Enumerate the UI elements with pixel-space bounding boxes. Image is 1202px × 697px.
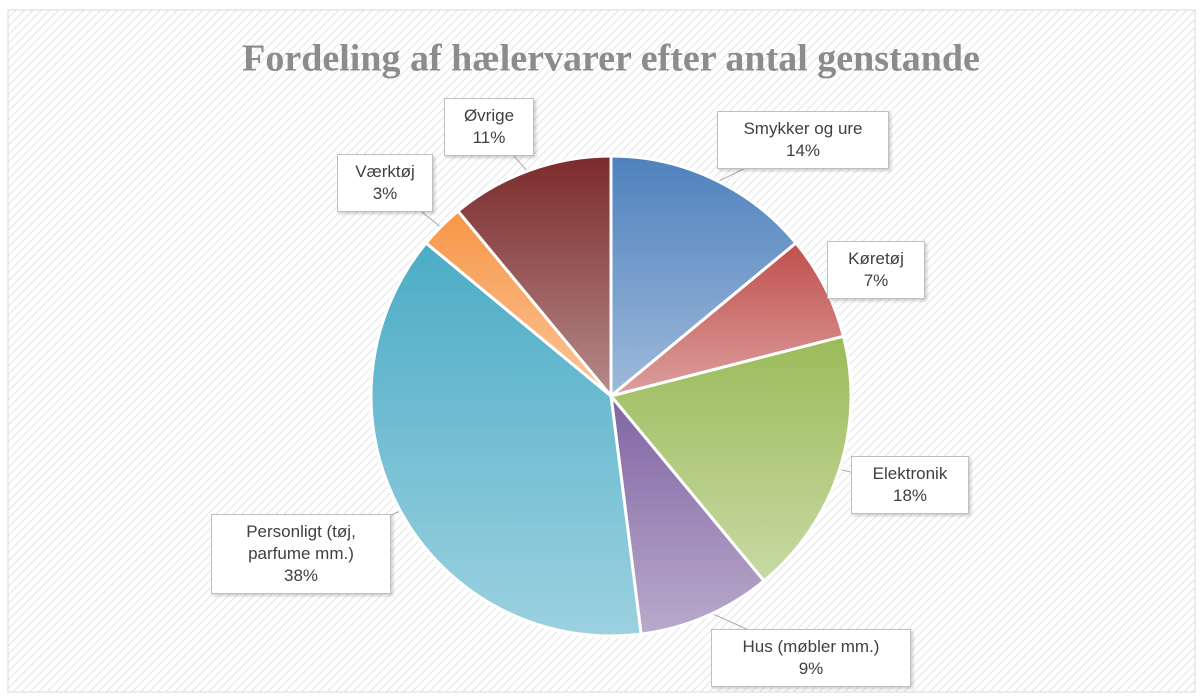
data-label-text: 9% bbox=[798, 659, 824, 678]
data-label: Personligt (tøj, parfume mm.) 38% bbox=[211, 514, 391, 594]
chart-title: Fordeling af hælervarer efter antal gens… bbox=[242, 38, 980, 80]
pie-slice bbox=[609, 154, 799, 400]
data-label-text: 3% bbox=[372, 184, 398, 203]
data-label-text: Køretøj bbox=[848, 249, 904, 268]
data-label: Øvrige 11% bbox=[444, 98, 534, 156]
data-label-text: 14% bbox=[785, 141, 821, 160]
data-label-text: 38% bbox=[283, 566, 319, 585]
data-label-text: Øvrige bbox=[463, 106, 515, 125]
pie-slice bbox=[608, 334, 853, 584]
data-label: Værktøj 3% bbox=[337, 154, 433, 212]
data-label: Elektronik 18% bbox=[851, 456, 969, 514]
pie-slice bbox=[608, 391, 767, 636]
data-label-text: Elektronik bbox=[872, 464, 948, 483]
data-label-text: Personligt (tøj, parfume mm.) bbox=[246, 522, 356, 563]
data-label-text: 18% bbox=[892, 486, 928, 505]
data-label-text: Hus (møbler mm.) bbox=[742, 637, 880, 656]
pie-slice bbox=[455, 154, 613, 401]
data-label-text: Smykker og ure bbox=[743, 119, 863, 138]
data-label: Køretøj 7% bbox=[827, 241, 925, 299]
pie-slice bbox=[369, 240, 643, 638]
pie-slice bbox=[610, 240, 846, 398]
data-label-text: 11% bbox=[472, 128, 506, 147]
data-label: Hus (møbler mm.) 9% bbox=[711, 629, 911, 687]
data-label-text: Værktøj bbox=[355, 162, 415, 181]
data-label-text: 7% bbox=[863, 271, 889, 290]
data-label: Smykker og ure 14% bbox=[717, 111, 889, 169]
